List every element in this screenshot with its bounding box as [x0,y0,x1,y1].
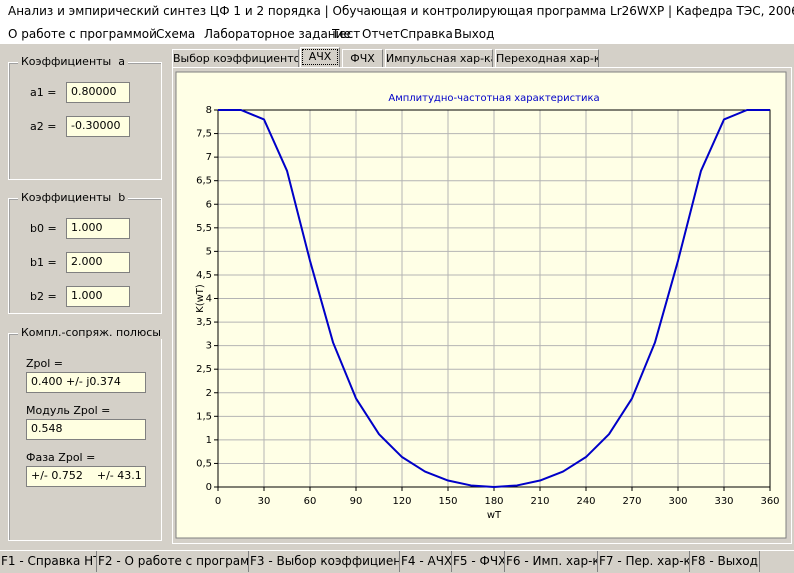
chart-background [175,71,787,539]
line-series [218,109,770,488]
y-tick-label: 1 [206,435,212,446]
y-tick-label: 0,5 [196,458,212,469]
field-value[interactable]: 0.400 +/- j0.374 [26,372,146,393]
y-tick-label: 1,5 [196,411,212,422]
menu-item[interactable]: Выход [454,27,495,41]
y-tick-label: 4,5 [196,270,212,281]
field-value[interactable]: 2.000 [66,252,130,273]
group-title: Компл.-сопряж. полюсы [18,326,164,339]
status-item[interactable]: F4 - АЧХ [400,551,452,572]
y-tick-label: 2 [206,388,212,399]
y-tick-label: 6 [206,199,212,210]
x-tick-label: 120 [392,496,411,507]
x-tick-label: 240 [576,496,595,507]
field-value[interactable]: 0.548 [26,419,146,440]
window-title: Анализ и эмпирический синтез ЦФ 1 и 2 по… [8,4,794,18]
field-label: Фаза Zpol = [26,451,96,464]
x-tick-label: 210 [530,496,549,507]
field-label: b1 = [30,256,57,269]
tab[interactable]: ФЧХ [342,49,383,67]
y-tick-label: 6,5 [196,176,212,187]
field-label: b0 = [30,222,57,235]
x-tick-label: 150 [438,496,457,507]
y-tick-label: 5 [206,246,212,257]
x-tick-label: 90 [350,496,363,507]
x-tick-label: 180 [484,496,503,507]
status-item[interactable]: F2 - О работе с программой [97,551,249,572]
y-tick-label: 4 [206,294,212,305]
tab[interactable]: Импульсная хар-ка [385,49,493,67]
y-tick-label: 3,5 [196,317,212,328]
status-item[interactable]: F6 - Имп. хар-ка [505,551,598,572]
field-label: a1 = [30,86,57,99]
x-axis-label: wT [487,510,502,521]
menu-item[interactable]: О работе с программой [8,27,157,41]
field-label: Модуль Zpol = [26,404,111,417]
x-tick-label: 0 [215,496,221,507]
y-tick-label: 7,5 [196,129,212,140]
field-value[interactable]: 1.000 [66,286,130,307]
menu-item[interactable]: Тест [332,27,361,41]
status-item[interactable]: F1 - Справка HTML [0,551,97,572]
x-tick-label: 360 [760,496,779,507]
x-tick-label: 270 [622,496,641,507]
menu-item[interactable]: Справка [400,27,453,41]
y-tick-label: 2,5 [196,364,212,375]
field-label: Zpol = [26,357,64,370]
y-tick-label: 8 [206,105,212,116]
y-tick-label: 7 [206,152,212,163]
y-tick-label: 0 [206,482,212,493]
field-value[interactable]: +/- 0.752 +/- 43.1 ° [26,466,146,487]
y-axis-label: K(wT) [195,284,206,313]
chart: 0 0,5 1 1,5 2 2,5 3 3,5 4 4,5 5 5,5 6 6,5 7 7,5 8 0 30 60 90… [175,71,787,539]
y-tick-label: 5,5 [196,223,212,234]
chart-title: Амплитудно-частотная характеристика [388,93,599,104]
field-label: a2 = [30,120,57,133]
x-tick-label: 330 [714,496,733,507]
menu-item[interactable]: Лабораторное задание [204,27,351,41]
group-title: Коэффициенты a [18,55,128,68]
menu-item[interactable]: Схема [156,27,196,41]
tab[interactable]: АЧХ [300,47,340,67]
title-bar [0,0,794,22]
status-item[interactable]: F7 - Пер. хар-ка [598,551,690,572]
status-item[interactable]: F5 - ФЧХ [452,551,505,572]
field-value[interactable]: -0.30000 [66,116,130,137]
field-value[interactable]: 1.000 [66,218,130,239]
field-value[interactable]: 0.80000 [66,82,130,103]
menu-item[interactable]: Отчет [362,27,400,41]
x-tick-label: 60 [304,496,317,507]
status-bar [0,550,794,573]
field-label: b2 = [30,290,57,303]
status-item[interactable]: F3 - Выбор коэффициентов [249,551,400,572]
x-tick-label: 300 [668,496,687,507]
status-item[interactable]: F8 - Выход [690,551,760,572]
y-tick-label: 3 [206,341,212,352]
group-title: Коэффициенты b [18,191,129,204]
tab[interactable]: Переходная хар-ка [495,49,599,67]
menu-bar [0,22,794,44]
tab[interactable]: Выбор коэффициентов [172,49,299,67]
x-tick-label: 30 [258,496,271,507]
